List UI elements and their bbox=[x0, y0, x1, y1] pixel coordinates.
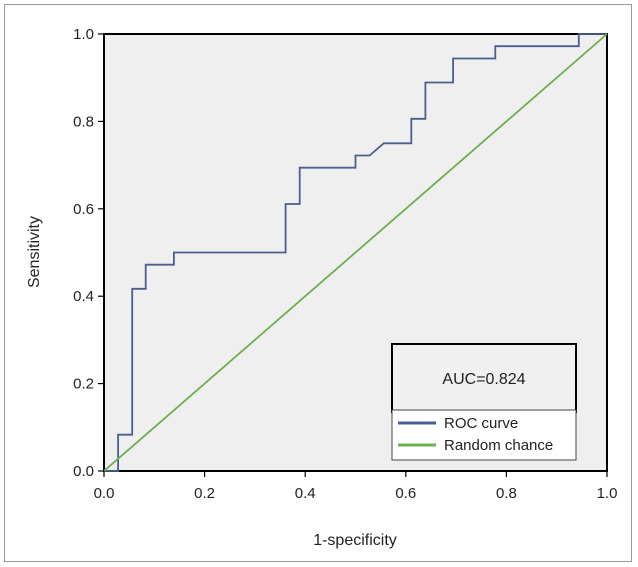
x-tick-label: 0.6 bbox=[395, 485, 416, 502]
y-tick-label: 0.4 bbox=[73, 288, 94, 305]
auc-annotation-box: AUC=0.824 bbox=[391, 343, 577, 413]
auc-annotation: AUC=0.824 bbox=[442, 371, 525, 388]
y-tick-label: 0.0 bbox=[73, 463, 94, 480]
legend-label-roc-curve: ROC curve bbox=[444, 415, 518, 432]
y-axis-title: Sensitivity bbox=[26, 216, 43, 288]
series-line-random-chance bbox=[103, 33, 608, 472]
x-tick-label: 0.4 bbox=[295, 485, 316, 502]
y-tick-label: 0.6 bbox=[73, 201, 94, 218]
x-tick-label: 0.0 bbox=[94, 485, 115, 502]
y-tick-label: 1.0 bbox=[73, 26, 94, 43]
x-axis-title: 1-specificity bbox=[313, 532, 397, 549]
x-tick-label: 1.0 bbox=[597, 485, 618, 502]
y-tick-label: 0.2 bbox=[73, 376, 94, 393]
series-line-roc-curve bbox=[104, 33, 607, 472]
legend-label-random-chance: Random chance bbox=[444, 437, 553, 454]
x-tick-label: 0.8 bbox=[496, 485, 517, 502]
legend: ROC curve Random chance bbox=[391, 409, 577, 461]
x-tick-label: 0.2 bbox=[194, 485, 215, 502]
y-tick-label: 0.8 bbox=[73, 113, 94, 130]
ticks-layer: 0.0 0.2 0.4 0.6 0.8 1.0 0.0 0.2 0.4 0.6 0.8 1.0 bbox=[73, 26, 617, 502]
